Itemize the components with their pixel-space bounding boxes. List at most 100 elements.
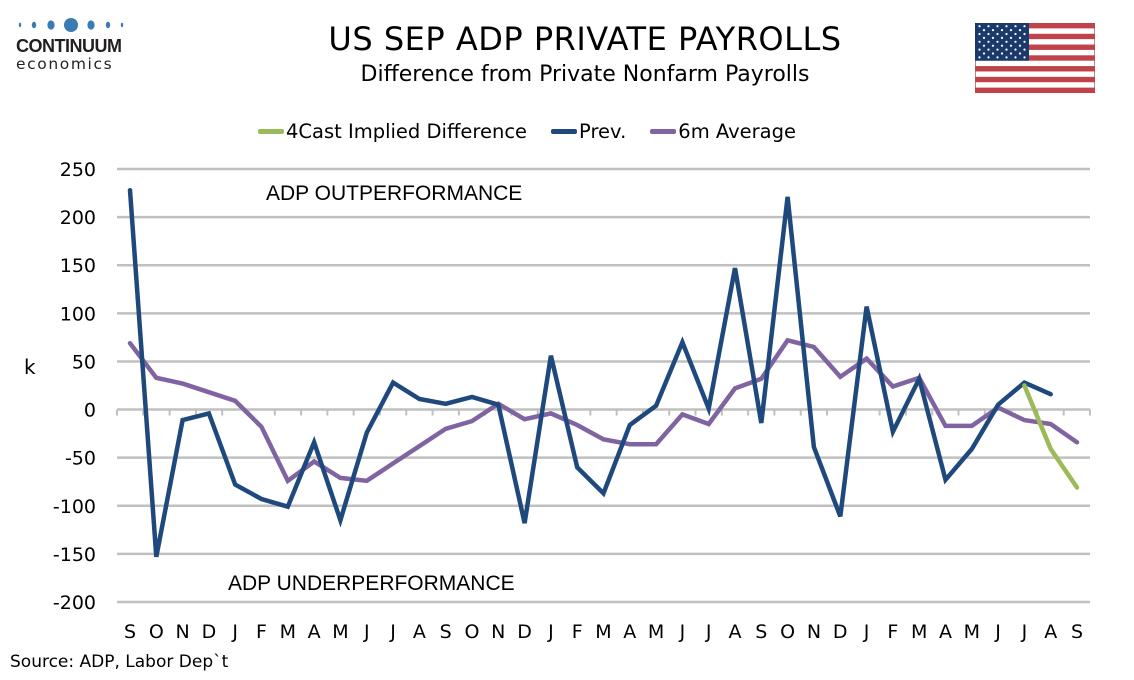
legend-label-avg: 6m Average [678,119,796,143]
chart-legend: 4Cast Implied Difference Prev. 6m Averag… [258,118,820,144]
x-tick-label: A [1044,621,1057,643]
flag-star [996,48,999,51]
y-axis-label: k [24,355,36,379]
legend-item-forecast[interactable]: 4Cast Implied Difference [258,120,527,143]
x-tick-label: D [517,621,532,643]
flag-star [1000,52,1004,55]
x-tick-label: M [964,621,980,643]
x-tick-label: N [807,621,821,643]
x-tick-label: S [755,621,767,643]
flag-star [991,36,995,39]
x-tick-label: D [202,621,217,643]
flag-star [991,29,995,32]
flag-star [978,56,981,59]
flag-star [978,25,981,28]
y-tick-label: 250 [60,159,96,181]
flag-star [982,36,986,39]
flag-stripe [975,23,1095,29]
flag-star [1014,48,1017,51]
flag-star [1014,32,1017,36]
x-tick-label: A [939,621,952,643]
flag-stripe [975,55,1095,61]
x-tick-label: M [332,621,348,643]
flag-star [1018,29,1022,32]
flag-star [1005,40,1008,43]
flag-star [987,40,990,43]
x-tick-label: O [149,621,164,643]
flag-star [978,48,981,51]
y-tick-label: -150 [53,544,96,566]
y-tick-label: -50 [65,448,96,470]
flag-stripe [975,76,1095,83]
logo-subtitle: economics [16,55,114,73]
x-tick-label: J [1021,621,1028,643]
chart-subtitle: Difference from Private Nonfarm Payrolls [360,62,810,87]
x-tick-label: F [572,621,583,643]
source-note: Source: ADP, Labor Dep`t [10,652,229,672]
x-tick-label: A [413,621,426,643]
flag-star [1005,48,1008,51]
flag-star [1014,25,1017,28]
chart-title: US SEP ADP PRIVATE PAYROLLS [328,20,842,58]
x-tick-label: S [440,621,452,643]
x-tick-label: O [780,621,795,643]
annotation-outperformance: ADP OUTPERFORMANCE [266,182,522,205]
legend-label-prev: Prev. [579,119,627,143]
logo-name: CONTINUUM [16,36,122,56]
flag-star [991,44,995,47]
flag-star [1023,48,1026,51]
flag-star [1023,40,1026,43]
x-tick-label: N [176,621,190,643]
flag-star [1005,25,1008,28]
flag-star [1009,29,1013,32]
x-tick-label: A [308,621,321,643]
legend-swatch-prev [551,128,578,134]
forecast-line [1022,383,1080,490]
y-tick-label: 100 [60,303,96,325]
continuum-economics-logo: CONTINUUM economics [14,14,130,76]
flag-stripe [975,66,1095,72]
flag-star [1023,32,1026,36]
legend-item-prev[interactable]: Prev. [551,120,626,143]
x-tick-label: N [491,621,505,643]
x-tick-label: F [256,621,267,643]
flag-stripe [975,87,1095,93]
flag-star [987,32,990,36]
flag-star [982,52,986,55]
annotation-underperformance: ADP UNDERPERFORMANCE [228,572,515,595]
flag-star [1018,36,1022,39]
flag-star [1014,40,1017,43]
flag-star [1014,56,1017,59]
flag-star [1009,36,1013,39]
x-tick-label: J [994,621,1001,643]
x-tick-label: M [911,621,927,643]
y-tick-label: -100 [53,496,96,518]
x-tick-label: M [648,621,664,643]
x-tick-label: J [389,621,396,643]
flag-star [996,56,999,59]
us-flag-icon [975,23,1095,93]
x-tick-label: O [464,621,479,643]
x-tick-label: S [1071,621,1083,643]
x-tick-label: A [729,621,742,643]
x-tick-label: M [595,621,611,643]
flag-star [996,25,999,28]
x-tick-label: J [363,621,370,643]
flag-star [982,29,986,32]
x-tick-label: F [887,621,898,643]
flag-star [987,25,990,28]
legend-label-forecast: 4Cast Implied Difference [286,119,528,143]
x-tick-label: J [547,621,554,643]
flag-star [1023,25,1026,28]
y-tick-label: 0 [84,400,96,422]
legend-swatch-forecast [258,128,284,134]
flag-stripe [975,33,1095,40]
legend-item-avg[interactable]: 6m Average [650,120,796,143]
flag-star [1000,36,1004,39]
x-tick-label: J [863,621,870,643]
x-tick-label: J [679,621,686,643]
prev-line [127,187,1053,558]
legend-swatch-avg [650,128,677,134]
flag-star [1005,56,1008,59]
